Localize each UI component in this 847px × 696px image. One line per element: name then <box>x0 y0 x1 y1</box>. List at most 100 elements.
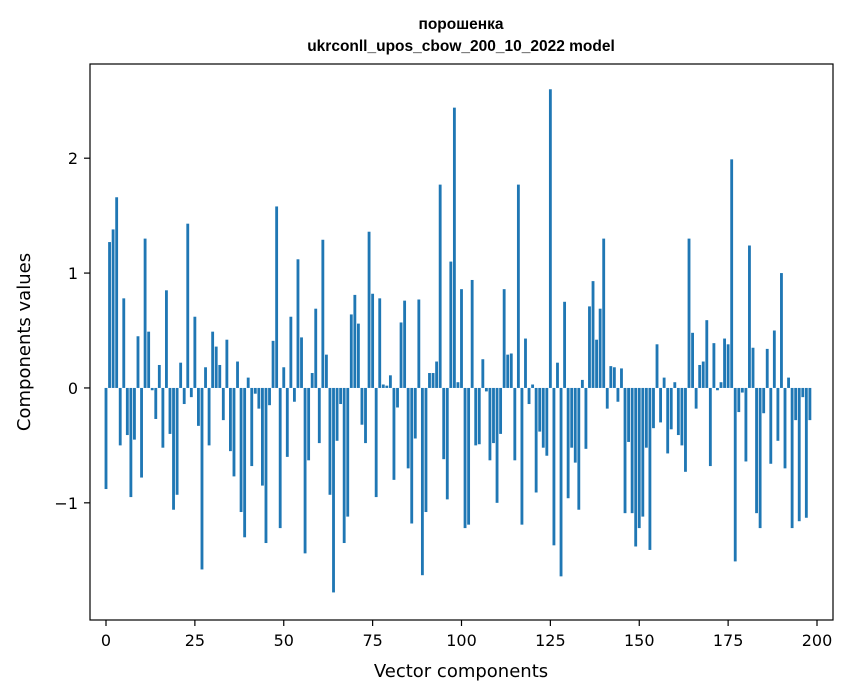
bar-73 <box>364 387 367 444</box>
bar-94 <box>438 184 442 388</box>
x-tick-label: 150 <box>624 631 655 650</box>
bar-118 <box>524 338 527 388</box>
bar-158 <box>666 387 670 454</box>
bar-115 <box>513 387 517 461</box>
bar-27 <box>200 387 204 570</box>
bar-46 <box>268 387 271 406</box>
bar-165 <box>691 332 694 388</box>
bar-25 <box>193 316 197 388</box>
bar-174 <box>723 338 726 388</box>
bar-100 <box>460 289 463 388</box>
bar-195 <box>797 387 801 522</box>
bar-21 <box>179 362 183 388</box>
bar-137 <box>591 281 595 388</box>
y-axis-label: Components values <box>14 253 35 431</box>
bar-161 <box>676 387 680 436</box>
bar-68 <box>346 387 350 517</box>
bar-130 <box>566 387 570 499</box>
bar-48 <box>275 206 279 388</box>
bar-91 <box>428 373 431 388</box>
x-tick-label: 175 <box>713 631 744 650</box>
bar-24 <box>189 387 193 398</box>
bar-22 <box>182 387 186 405</box>
bar-86 <box>410 387 414 524</box>
bar-45 <box>264 387 268 544</box>
bar-0 <box>104 387 108 490</box>
bar-18 <box>168 387 172 434</box>
bar-64 <box>332 387 335 593</box>
bar-43 <box>257 387 261 409</box>
bar-152 <box>644 387 648 448</box>
bar-52 <box>289 316 293 388</box>
bar-76 <box>374 387 378 498</box>
bar-164 <box>687 238 691 388</box>
bar-191 <box>783 387 787 469</box>
bar-44 <box>261 387 264 486</box>
chart-title-line1: порошенка <box>418 16 503 33</box>
bar-29 <box>207 387 211 446</box>
bar-109 <box>492 387 495 444</box>
bar-131 <box>570 387 574 448</box>
bar-187 <box>769 387 773 464</box>
bar-63 <box>328 387 332 495</box>
bar-149 <box>634 387 638 547</box>
bar-101 <box>463 387 467 529</box>
bar-166 <box>694 387 698 409</box>
bar-34 <box>225 339 229 388</box>
x-tick-label: 200 <box>802 631 833 650</box>
bar-136 <box>588 306 591 388</box>
bar-6 <box>125 387 129 436</box>
bar-148 <box>630 387 634 514</box>
x-tick-label: 25 <box>185 631 205 650</box>
bar-97 <box>449 261 453 388</box>
bar-23 <box>186 223 190 388</box>
x-axis-ticks: 0 25 50 75 100 125 150 175 200 <box>101 620 832 650</box>
y-tick-label: 0 <box>68 379 78 398</box>
bar-126 <box>552 387 556 546</box>
bar-60 <box>317 387 321 444</box>
bar-170 <box>708 387 712 467</box>
bar-163 <box>684 387 687 472</box>
bar-95 <box>442 387 446 460</box>
bar-198 <box>808 387 812 421</box>
bar-176 <box>730 159 734 388</box>
bar-58 <box>310 373 314 388</box>
bar-41 <box>250 387 254 467</box>
bar-169 <box>705 320 709 388</box>
bar-179 <box>740 387 744 393</box>
bar-42 <box>253 387 257 394</box>
x-tick-label: 100 <box>446 631 477 650</box>
bar-173 <box>719 382 723 388</box>
bar-183 <box>755 387 758 514</box>
bar-72 <box>360 387 364 425</box>
bar-177 <box>733 387 737 562</box>
bar-123 <box>541 387 545 448</box>
bar-80 <box>388 375 392 388</box>
bar-53 <box>292 387 296 402</box>
bar-30 <box>211 331 215 388</box>
x-axis-label: Vector components <box>374 661 548 682</box>
bar-135 <box>584 387 588 449</box>
bar-93 <box>435 361 439 388</box>
bar-38 <box>239 387 243 513</box>
bar-78 <box>381 384 385 388</box>
bar-142 <box>609 366 613 388</box>
bar-71 <box>356 323 360 388</box>
bar-154 <box>652 387 655 429</box>
bar-145 <box>620 368 623 388</box>
y-tick-label: 1 <box>68 264 78 283</box>
bar-110 <box>495 387 499 503</box>
bar-133 <box>577 387 581 510</box>
bar-122 <box>538 387 542 432</box>
bar-102 <box>467 387 471 525</box>
bar-162 <box>680 387 684 446</box>
bar-106 <box>481 359 485 388</box>
bar-194 <box>794 387 798 421</box>
bar-66 <box>339 387 343 405</box>
bar-11 <box>143 238 147 388</box>
bar-7 <box>129 387 133 498</box>
bar-12 <box>147 331 151 388</box>
bar-87 <box>413 387 417 439</box>
bar-61 <box>321 239 325 388</box>
